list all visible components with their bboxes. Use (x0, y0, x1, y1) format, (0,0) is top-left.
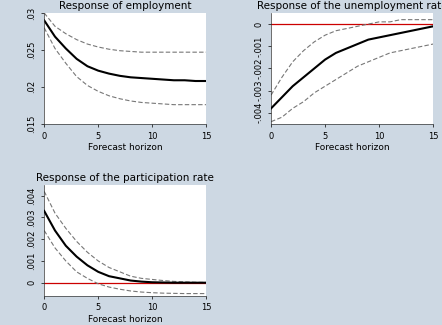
Title: Response of the unemployment rate: Response of the unemployment rate (257, 1, 442, 11)
Title: Response of employment: Response of employment (59, 1, 191, 11)
Title: Response of the participation rate: Response of the participation rate (36, 173, 214, 183)
X-axis label: Forecast horizon: Forecast horizon (88, 143, 163, 152)
X-axis label: Forecast horizon: Forecast horizon (315, 143, 389, 152)
X-axis label: Forecast horizon: Forecast horizon (88, 315, 163, 324)
